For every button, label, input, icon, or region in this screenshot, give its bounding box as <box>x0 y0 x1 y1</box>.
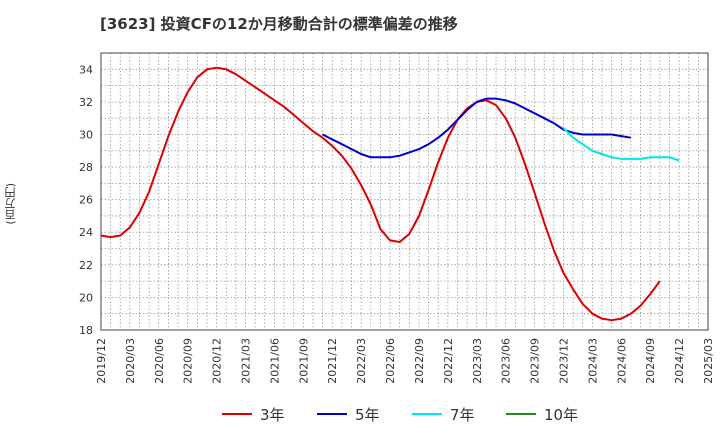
x-axis: 2019/12 2020/03 2020/06 2020/09 2020/12 2021/… <box>95 338 715 384</box>
y-tick-label: 30 <box>79 128 93 141</box>
legend-label: 10年 <box>544 405 579 424</box>
y-tick-label: 28 <box>79 161 93 174</box>
y-tick-label: 18 <box>79 324 93 337</box>
series-lines <box>100 66 680 322</box>
x-tick-label: 2023/06 <box>500 338 513 384</box>
chart-title: [3623] 投資CFの12か月移動合計の標準偏差の推移 <box>100 15 458 33</box>
series-line-0 <box>100 66 661 322</box>
legend-label: 3年 <box>260 405 285 424</box>
line-chart: 18 20 22 24 26 28 30 32 34 2019/12 2020/03 2020/06… <box>79 52 715 384</box>
legend-swatch <box>317 413 347 415</box>
x-tick-label: 2023/12 <box>557 338 570 384</box>
series-line-1 <box>322 97 632 159</box>
plot-area-frame <box>100 52 709 331</box>
x-tick-label: 2022/12 <box>442 338 455 384</box>
x-tick-label: 2022/09 <box>413 338 426 384</box>
y-tick-label: 34 <box>79 63 93 76</box>
series-line-2 <box>562 127 680 162</box>
y-tick-label: 20 <box>79 291 93 304</box>
x-tick-label: 2020/06 <box>153 338 166 384</box>
x-tick-label: 2022/06 <box>384 338 397 384</box>
x-tick-label: 2021/06 <box>268 338 281 384</box>
x-tick-label: 2025/03 <box>702 338 715 384</box>
legend-swatch <box>412 413 442 415</box>
x-tick-label: 2021/12 <box>326 338 339 384</box>
x-tick-label: 2020/12 <box>211 338 224 384</box>
y-tick-label: 22 <box>79 259 93 272</box>
legend-item: 5年 <box>317 402 380 426</box>
x-tick-label: 2023/09 <box>529 338 542 384</box>
legend-item: 10年 <box>506 402 578 426</box>
legend: 3年 5年 7年 10年 <box>0 402 720 426</box>
y-axis: 18 20 22 24 26 28 30 32 34 <box>79 63 93 337</box>
legend-item: 3年 <box>222 402 285 426</box>
legend-swatch <box>506 413 536 415</box>
x-tick-label: 2019/12 <box>95 338 108 384</box>
grid-lines <box>100 52 709 331</box>
y-tick-label: 26 <box>79 194 93 207</box>
x-tick-label: 2024/09 <box>644 338 657 384</box>
x-tick-label: 2020/03 <box>124 338 137 384</box>
x-tick-label: 2020/09 <box>182 338 195 384</box>
legend-label: 7年 <box>450 405 475 424</box>
legend-label: 5年 <box>355 405 380 424</box>
x-tick-label: 2024/12 <box>673 338 686 384</box>
legend-swatch <box>222 413 252 415</box>
x-tick-label: 2024/06 <box>615 338 628 384</box>
x-tick-label: 2023/03 <box>471 338 484 384</box>
x-tick-label: 2021/09 <box>297 338 310 384</box>
legend-item: 7年 <box>412 402 475 426</box>
x-tick-label: 2021/03 <box>240 338 253 384</box>
x-tick-label: 2024/03 <box>586 338 599 384</box>
y-tick-label: 32 <box>79 96 93 109</box>
y-tick-label: 24 <box>79 226 93 239</box>
x-tick-label: 2022/03 <box>355 338 368 384</box>
